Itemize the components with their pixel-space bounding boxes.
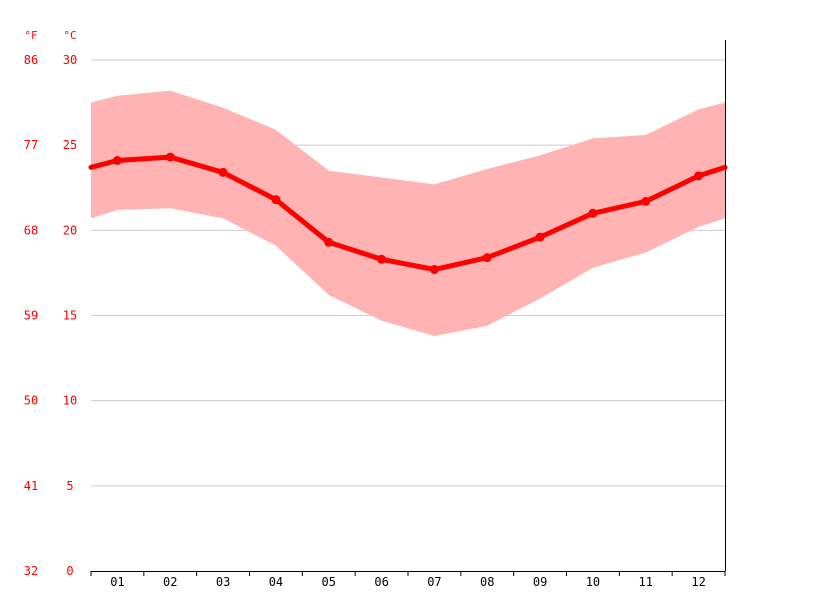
temperature-range-band <box>91 90 725 336</box>
mean-point <box>218 167 228 177</box>
x-tick-label: 01 <box>110 575 124 589</box>
x-tick-label: 02 <box>163 575 177 589</box>
x-tick-label: 08 <box>480 575 494 589</box>
mean-point <box>377 254 387 264</box>
mean-point <box>112 155 122 165</box>
y-tick-label-fahrenheit: 50 <box>24 394 38 408</box>
range-band-area <box>91 90 725 336</box>
mean-point <box>588 208 598 218</box>
mean-point <box>165 152 175 162</box>
y-tick-label-celsius: 30 <box>63 53 77 67</box>
y-tick-label-fahrenheit: 59 <box>24 309 38 323</box>
y-tick-label-celsius: 0 <box>66 564 73 578</box>
mean-point <box>694 171 704 181</box>
y-tick-label-fahrenheit: 68 <box>24 223 38 237</box>
fahrenheit-unit-label: °F <box>24 29 37 42</box>
y-tick-label-fahrenheit: 32 <box>24 564 38 578</box>
x-tick-label: 09 <box>533 575 547 589</box>
y-tick-label-celsius: 25 <box>63 138 77 152</box>
axes <box>90 40 726 576</box>
mean-point <box>429 265 439 275</box>
x-tick-label: 06 <box>374 575 388 589</box>
y-tick-label-celsius: 10 <box>63 394 77 408</box>
x-tick-label: 12 <box>691 575 705 589</box>
x-tick-label: 11 <box>639 575 653 589</box>
celsius-unit-label: °C <box>63 29 76 42</box>
y-tick-label-fahrenheit: 41 <box>24 479 38 493</box>
x-axis-tick-labels: 01 02 03 04 05 06 07 08 09 10 11 12 <box>110 575 706 589</box>
y-tick-label-fahrenheit: 86 <box>24 53 38 67</box>
x-tick-label: 10 <box>586 575 600 589</box>
y-axis-tick-labels: 0 32 5 41 10 50 15 59 20 68 25 77 30 86 <box>24 53 77 578</box>
y-tick-label-celsius: 20 <box>63 223 77 237</box>
x-tick-label: 05 <box>322 575 336 589</box>
y-tick-label-fahrenheit: 77 <box>24 138 38 152</box>
mean-temperature-line <box>88 152 728 275</box>
y-tick-label-celsius: 5 <box>66 479 73 493</box>
mean-point <box>641 196 651 206</box>
mean-point <box>271 195 281 205</box>
x-tick-label: 03 <box>216 575 230 589</box>
mean-point <box>535 232 545 242</box>
x-tick-label: 04 <box>269 575 283 589</box>
mean-line-path <box>88 154 728 273</box>
x-tick-label: 07 <box>427 575 441 589</box>
mean-point <box>324 237 334 247</box>
mean-point <box>482 253 492 263</box>
y-tick-label-celsius: 15 <box>63 309 77 323</box>
